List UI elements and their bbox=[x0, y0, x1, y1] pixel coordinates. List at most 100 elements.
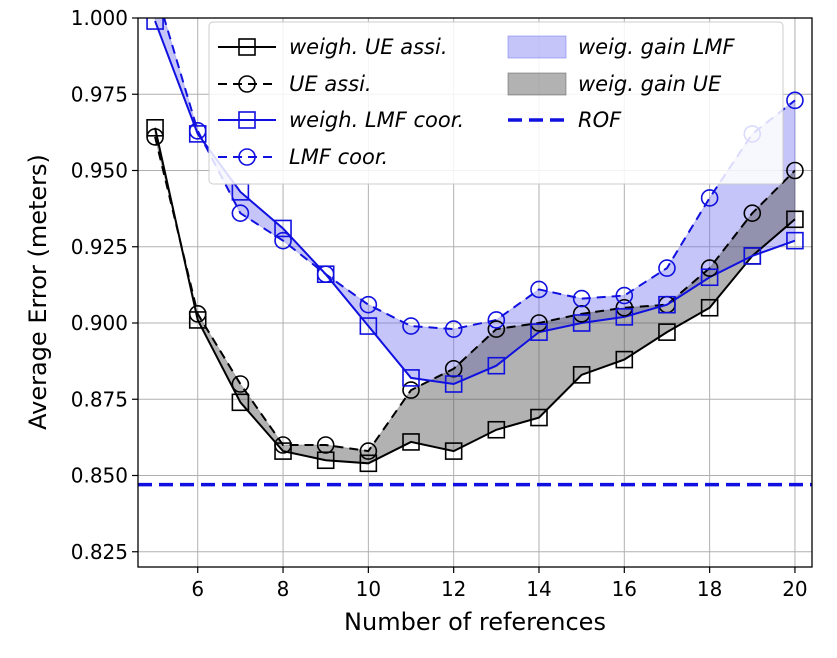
data-point-weigh-lmf-coor bbox=[615, 308, 634, 326]
data-point-weigh-ue-assi bbox=[530, 408, 548, 427]
data-point-lmf-coor bbox=[658, 259, 676, 277]
data-point-weigh-ue-assi bbox=[786, 210, 804, 229]
x-tick-label: 6 bbox=[191, 577, 204, 601]
data-point-weigh-lmf-coor bbox=[487, 356, 506, 375]
data-point-lmf-coor bbox=[572, 289, 591, 308]
data-point-ue-assi bbox=[615, 298, 634, 317]
x-tick-label: 16 bbox=[612, 577, 637, 601]
data-point-weigh-ue-assi bbox=[444, 442, 463, 460]
y-tick-label: 0.925 bbox=[71, 235, 128, 259]
data-point-weigh-ue-assi bbox=[231, 393, 250, 412]
data-point-weigh-ue-assi bbox=[658, 323, 676, 341]
data-point-lmf-coor bbox=[359, 295, 378, 314]
legend-item-weigh-ue-assi: weigh. UE assi. bbox=[218, 35, 448, 59]
legend-swatch bbox=[507, 72, 567, 96]
data-point-weigh-lmf-coor bbox=[572, 314, 591, 332]
data-point-weigh-lmf-coor bbox=[359, 317, 378, 335]
data-point-lmf-coor bbox=[615, 286, 634, 305]
series-line-weigh-lmf-coor bbox=[154, 20, 796, 386]
data-point-lmf-coor bbox=[530, 280, 548, 299]
plot-frame bbox=[137, 17, 813, 568]
data-point-ue-assi bbox=[188, 305, 207, 323]
y-tick-label: 0.850 bbox=[71, 464, 128, 488]
data-point-weigh-lmf-coor bbox=[786, 231, 804, 250]
data-point-weigh-lmf-coor bbox=[743, 247, 762, 265]
x-tick-label: 12 bbox=[441, 577, 466, 601]
legend-label: weigh. UE assi. bbox=[289, 35, 448, 59]
x-tick-label: 20 bbox=[782, 577, 807, 601]
data-point-ue-assi bbox=[487, 320, 506, 338]
series-markers bbox=[146, 18, 804, 473]
y-tick-label: 0.950 bbox=[71, 159, 128, 183]
data-point-lmf-coor bbox=[700, 189, 719, 207]
data-point-lmf-coor bbox=[188, 122, 207, 140]
legend-marker bbox=[238, 38, 256, 56]
data-point-weigh-lmf-coor bbox=[530, 323, 548, 341]
data-point-ue-assi bbox=[274, 436, 292, 454]
data-point-weigh-ue-assi bbox=[615, 350, 634, 369]
data-point-weigh-ue-assi bbox=[402, 433, 420, 451]
series-line-weigh-ue-assi bbox=[154, 127, 796, 465]
data-point-ue-assi bbox=[786, 161, 804, 180]
y-tick-label: 0.825 bbox=[71, 540, 128, 564]
data-point-lmf-coor bbox=[444, 320, 463, 338]
series-line-lmf-coor bbox=[163, 18, 796, 331]
data-point-lmf-coor bbox=[786, 91, 804, 110]
legend-swatch bbox=[507, 35, 567, 59]
data-point-ue-assi bbox=[316, 436, 335, 454]
data-point-weigh-ue-assi bbox=[359, 454, 378, 473]
legend-label: UE assi. bbox=[289, 72, 372, 96]
axis-ticks: 6 8 10 12 14 16 18 20 0.825 0.850 0.875 0.900 0.925 0… bbox=[71, 6, 808, 601]
x-tick-label: 8 bbox=[277, 577, 290, 601]
legend-item-rof: ROF bbox=[508, 108, 622, 132]
y-tick-label: 0.975 bbox=[71, 82, 128, 106]
legend-label: weigh. LMF coor. bbox=[289, 108, 464, 132]
series-line-ue-assi bbox=[154, 136, 796, 453]
x-axis-title: Number of references bbox=[344, 608, 606, 636]
data-point-weigh-lmf-coor bbox=[658, 295, 676, 314]
y-tick-label: 1.000 bbox=[71, 6, 128, 30]
data-point-ue-assi bbox=[359, 442, 378, 460]
series-lines bbox=[154, 18, 796, 465]
legend-item-weigh-lmf-coor: weigh. LMF coor. bbox=[218, 108, 464, 132]
data-point-weigh-ue-assi bbox=[274, 442, 292, 460]
data-point-lmf-coor bbox=[402, 317, 420, 335]
data-point-weigh-ue-assi bbox=[487, 420, 506, 439]
data-point-lmf-coor bbox=[487, 311, 506, 329]
data-point-ue-assi bbox=[530, 314, 548, 332]
data-point-weigh-lmf-coor bbox=[274, 219, 292, 238]
data-point-weigh-ue-assi bbox=[572, 366, 591, 384]
legend: weigh. UE assi. UE assi. weigh. LMF coor. L… bbox=[208, 21, 784, 185]
data-point-ue-assi bbox=[402, 381, 420, 399]
legend-box bbox=[208, 21, 784, 185]
data-point-lmf-coor bbox=[316, 265, 335, 284]
data-point-ue-assi bbox=[231, 375, 250, 393]
x-tick-label: 18 bbox=[697, 577, 722, 601]
data-point-weigh-ue-assi bbox=[188, 311, 207, 329]
data-point-ue-assi bbox=[700, 259, 719, 277]
data-point-lmf-coor bbox=[274, 231, 292, 250]
y-axis-title: Average Error (meters) bbox=[24, 154, 52, 430]
legend-item-weig-gain-ue: weig. gain UE bbox=[507, 72, 722, 96]
data-point-weigh-lmf-coor bbox=[700, 268, 719, 287]
x-tick-label: 10 bbox=[356, 577, 381, 601]
legend-label: ROF bbox=[578, 108, 622, 132]
data-point-weigh-lmf-coor bbox=[444, 375, 463, 393]
legend-label: weig. gain LMF bbox=[578, 35, 735, 59]
data-point-ue-assi bbox=[743, 204, 762, 222]
legend-label: LMF coor. bbox=[289, 145, 388, 169]
data-point-weigh-lmf-coor bbox=[402, 369, 420, 387]
y-tick-label: 0.900 bbox=[71, 311, 128, 335]
data-point-weigh-ue-assi bbox=[146, 119, 164, 137]
y-tick-label: 0.875 bbox=[71, 387, 128, 411]
legend-marker bbox=[238, 111, 256, 129]
x-tick-label: 14 bbox=[526, 577, 551, 601]
legend-label: weig. gain UE bbox=[578, 72, 722, 96]
data-point-weigh-ue-assi bbox=[700, 298, 719, 317]
legend-marker bbox=[238, 148, 256, 166]
data-point-lmf-coor bbox=[231, 204, 250, 222]
data-point-weigh-lmf-coor bbox=[146, 18, 164, 30]
data-point-ue-assi bbox=[146, 128, 164, 146]
legend-marker bbox=[238, 75, 256, 93]
